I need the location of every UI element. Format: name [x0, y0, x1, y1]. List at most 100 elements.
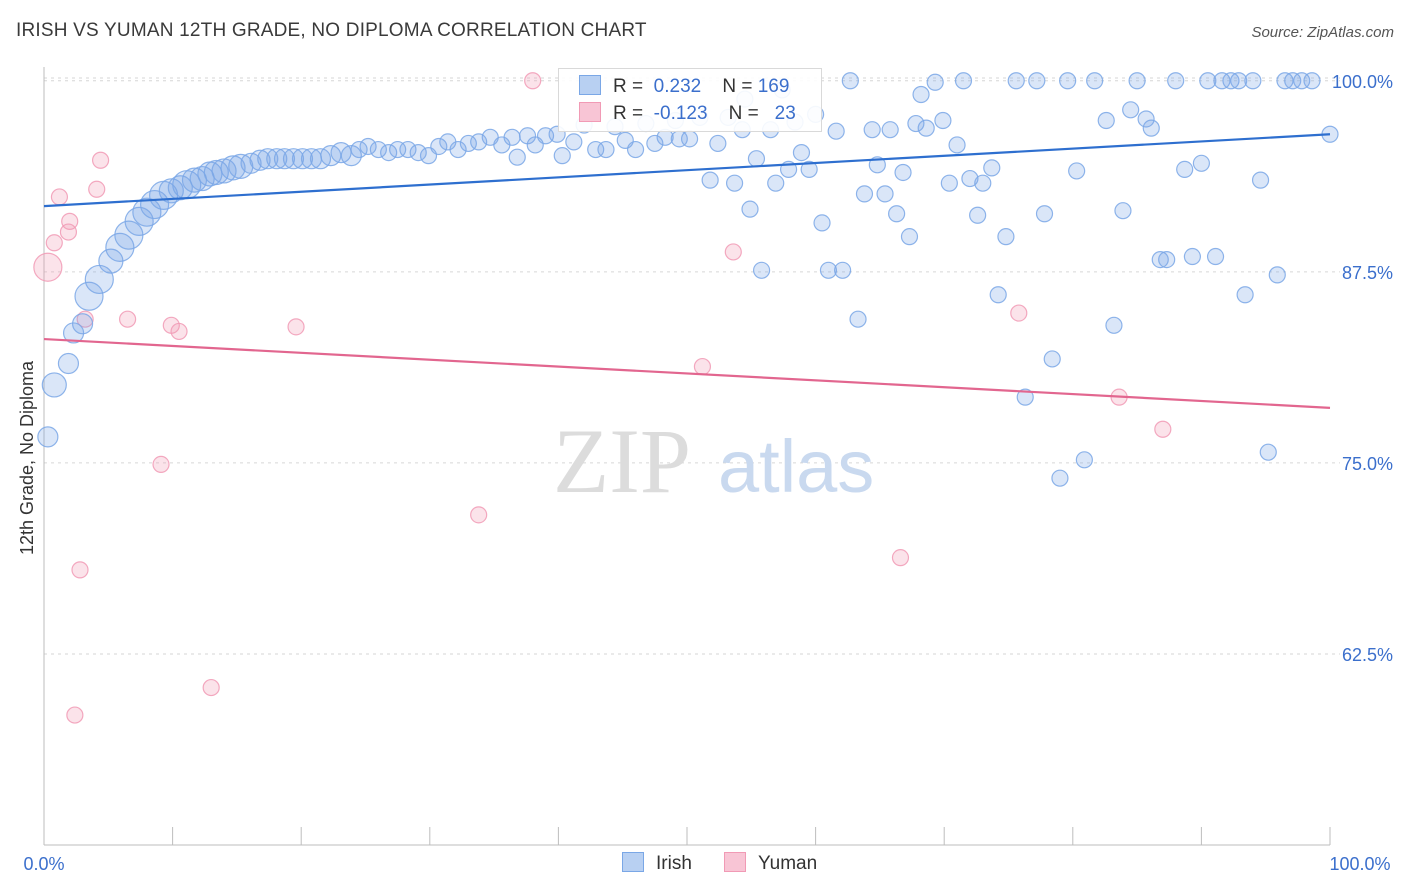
n-label: N = — [722, 76, 753, 97]
irish-swatch — [579, 75, 601, 95]
irish-point — [1259, 443, 1277, 461]
stats-legend: R = 0.232 N = 169 R = -0.123 N = 23 — [558, 68, 822, 132]
irish-point — [266, 148, 288, 170]
irish-point — [940, 174, 958, 192]
irish-point — [917, 119, 935, 137]
irish-point — [1097, 111, 1115, 130]
yuman-point — [1010, 304, 1028, 322]
irish-point — [1268, 266, 1286, 284]
irish-point — [105, 232, 135, 262]
yuman-point — [693, 357, 712, 376]
bottom-legend-irish: Irish — [622, 852, 692, 875]
yuman-swatch — [579, 102, 601, 122]
irish-point — [220, 155, 246, 181]
irish-point — [646, 134, 664, 153]
irish-point — [813, 214, 831, 232]
trend-lines — [43, 133, 1331, 409]
yuman-point — [118, 310, 137, 328]
yuman-point — [33, 252, 63, 282]
yuman-r-value: -0.123 — [653, 103, 708, 124]
watermark: ZIP atlas — [553, 410, 874, 512]
irish-point — [282, 148, 305, 170]
yuman-point — [45, 234, 63, 252]
r-label: R = — [613, 103, 644, 124]
irish-point — [359, 137, 377, 156]
irish-point — [1122, 101, 1140, 119]
grid — [44, 77, 1340, 655]
irish-point — [249, 149, 271, 171]
irish-trend-line — [43, 133, 1331, 208]
irish-point — [1043, 350, 1061, 368]
irish-point — [211, 158, 237, 184]
y-axis-label: 12th Grade, No Diploma — [17, 360, 37, 555]
irish-point — [41, 372, 67, 398]
irish-r-value: 0.232 — [653, 76, 702, 97]
irish-point — [1167, 72, 1185, 90]
irish-point — [1192, 154, 1211, 172]
irish-point — [747, 150, 766, 168]
irish-point — [1059, 72, 1077, 90]
yuman-point — [152, 455, 170, 474]
n-label: N = — [728, 103, 759, 124]
irish-point — [565, 133, 583, 151]
legend-row-irish: R = 0.232 N = 169 — [579, 75, 789, 101]
irish-point — [503, 128, 521, 146]
irish-point — [1244, 72, 1262, 90]
irish-point — [167, 175, 193, 201]
irish-point — [912, 85, 930, 104]
irish-n-value: 169 — [757, 76, 790, 97]
irish-point — [1176, 160, 1194, 179]
irish-point — [1075, 451, 1093, 469]
irish-point — [1183, 247, 1201, 266]
irish-point — [1251, 171, 1270, 189]
irish-point — [1284, 72, 1302, 90]
chart-source: Source: ZipAtlas.com — [1251, 24, 1394, 41]
y-tick-label: 75.0% — [1342, 454, 1393, 474]
irish-points — [37, 72, 1339, 487]
legend-row-yuman: R = -0.123 N = 23 — [579, 102, 796, 128]
irish-point — [725, 174, 744, 192]
irish-point — [983, 159, 1001, 177]
y-tick-label: 87.5% — [1342, 263, 1393, 283]
irish-point — [1086, 72, 1104, 90]
irish-point — [900, 228, 919, 246]
irish-point — [1128, 72, 1146, 90]
irish-point — [508, 148, 526, 166]
yuman-point — [170, 322, 188, 341]
irish-point — [881, 121, 899, 139]
irish-point — [409, 143, 427, 162]
irish-point — [1137, 110, 1155, 128]
irish-point — [1303, 72, 1321, 90]
yuman-point — [76, 310, 94, 328]
irish-point — [961, 169, 979, 188]
irish-point — [680, 130, 699, 148]
yuman-point — [724, 243, 742, 261]
irish-point — [1213, 72, 1231, 90]
irish-point — [767, 174, 785, 192]
irish-point — [800, 160, 818, 179]
irish-point — [399, 140, 417, 159]
irish-point — [827, 122, 845, 140]
irish-point — [158, 178, 184, 204]
irish-point — [841, 72, 859, 90]
irish-point — [74, 281, 104, 311]
tick-labels: 62.5% 75.0% 87.5% 100.0% 0.0% 100.0% — [23, 72, 1393, 874]
irish-point — [597, 140, 615, 159]
yuman-point — [91, 151, 110, 169]
irish-point — [1114, 202, 1132, 220]
r-label: R = — [613, 76, 644, 97]
irish-point — [1151, 250, 1169, 269]
irish-point — [257, 148, 279, 170]
irish-point — [969, 206, 987, 224]
yuman-trend-line — [43, 337, 1331, 409]
y-tick-label: 100.0% — [1332, 72, 1393, 92]
irish-point — [380, 143, 398, 162]
irish-legend-swatch — [622, 852, 644, 872]
yuman-legend-label: Yuman — [758, 853, 818, 874]
irish-point — [989, 286, 1007, 304]
yuman-legend-swatch — [724, 852, 746, 872]
yuman-point — [891, 549, 910, 567]
irish-point — [430, 137, 448, 156]
yuman-point — [524, 72, 542, 90]
irish-point — [709, 134, 727, 153]
